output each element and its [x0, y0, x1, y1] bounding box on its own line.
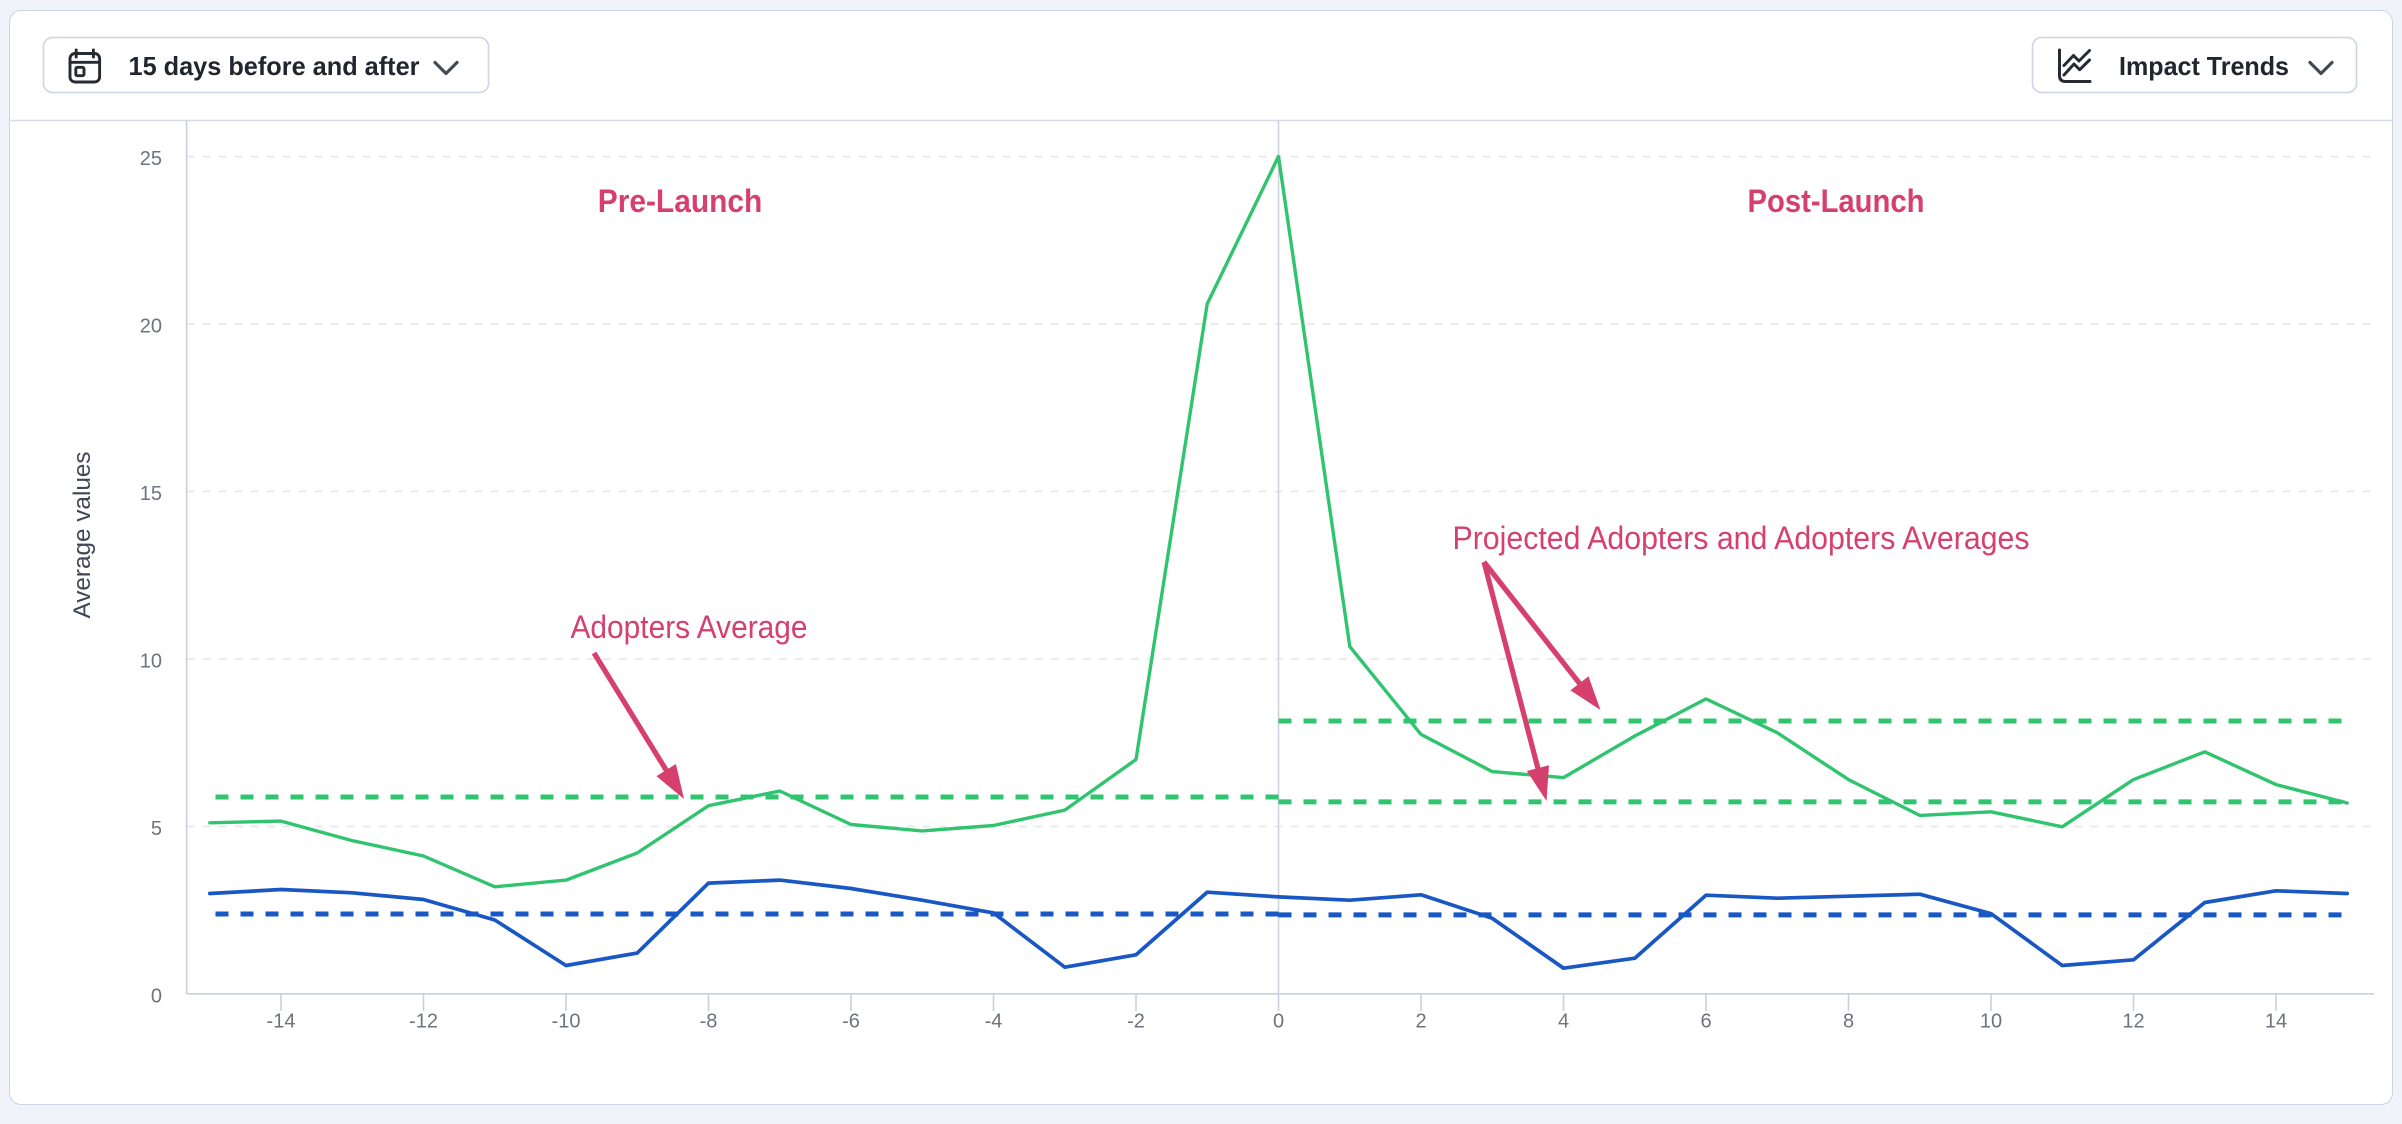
- svg-text:-4: -4: [985, 1011, 1003, 1033]
- svg-text:20: 20: [140, 316, 162, 338]
- svg-text:15: 15: [140, 483, 162, 505]
- svg-text:15 days before and after: 15 days before and after: [129, 51, 420, 81]
- svg-text:-12: -12: [409, 1011, 438, 1033]
- svg-text:0: 0: [1273, 1011, 1284, 1033]
- svg-text:Impact Trends: Impact Trends: [2119, 51, 2289, 81]
- svg-text:10: 10: [140, 651, 162, 673]
- svg-text:5: 5: [151, 818, 162, 840]
- svg-text:-10: -10: [552, 1011, 581, 1033]
- svg-text:8: 8: [1843, 1011, 1854, 1033]
- svg-text:4: 4: [1558, 1011, 1569, 1033]
- svg-text:12: 12: [2122, 1011, 2144, 1033]
- svg-text:6: 6: [1700, 1011, 1711, 1033]
- svg-text:-6: -6: [842, 1011, 860, 1033]
- svg-text:0: 0: [151, 986, 162, 1008]
- svg-text:-2: -2: [1127, 1011, 1145, 1033]
- svg-text:Adopters Average: Adopters Average: [571, 609, 808, 645]
- svg-text:2: 2: [1415, 1011, 1426, 1033]
- svg-text:Post-Launch: Post-Launch: [1748, 183, 1925, 219]
- svg-text:Projected Adopters and Adopter: Projected Adopters and Adopters Averages: [1453, 520, 2030, 556]
- svg-text:-8: -8: [700, 1011, 718, 1033]
- svg-text:14: 14: [2265, 1011, 2287, 1033]
- svg-text:Pre-Launch: Pre-Launch: [598, 183, 763, 219]
- svg-text:-14: -14: [267, 1011, 296, 1033]
- svg-text:25: 25: [140, 148, 162, 170]
- svg-text:Average values: Average values: [69, 452, 96, 619]
- svg-text:10: 10: [1980, 1011, 2002, 1033]
